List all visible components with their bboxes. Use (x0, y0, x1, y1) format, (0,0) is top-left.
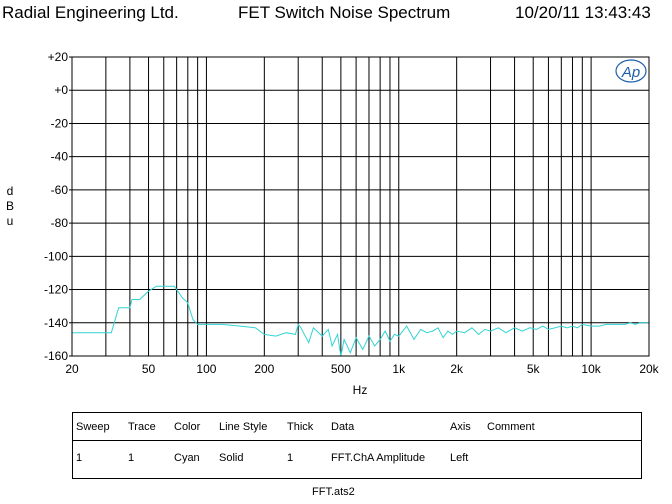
company-name: Radial Engineering Ltd. (2, 3, 179, 22)
legend-header-color: Color (174, 421, 201, 433)
legend-cell-color: Cyan (174, 452, 200, 464)
x-tick-label: 20 (65, 362, 79, 376)
legend-header-sweep: Sweep (76, 421, 110, 433)
plot-frame (71, 56, 650, 357)
legend-cell-sweep: 1 (76, 452, 83, 464)
y-tick-label: -160 (44, 349, 68, 363)
x-tick-label: 200 (254, 362, 274, 376)
legend-header-line-style: Line Style (219, 421, 268, 433)
x-axis-label: Hz (353, 383, 368, 397)
legend-cell-data: FFT.ChA Amplitude (331, 452, 426, 464)
y-tick-label: -100 (44, 249, 68, 263)
y-tick-label: +0 (54, 83, 68, 97)
y-tick-label: -120 (44, 283, 68, 297)
legend-cell-thick: 1 (287, 452, 294, 464)
legend-header-data: Data (331, 421, 355, 433)
x-tick-label: 10k (581, 362, 601, 376)
y-tick-label: -20 (51, 116, 69, 130)
series-line (72, 285, 649, 357)
legend-cell-trace: 1 (128, 452, 135, 464)
ap-logo-ring (615, 59, 647, 83)
legend-header-row: Sweep Trace Color Line Style Thick Data Axis Co… (73, 413, 641, 441)
x-tick-label: 100 (196, 362, 216, 376)
ap-logo-text: Ap (621, 64, 640, 81)
y-tick-label: +20 (48, 50, 69, 64)
x-tick-label: 20k (639, 362, 659, 376)
legend-header-thick: Thick (287, 421, 314, 433)
y-axis-label: dBu (5, 184, 14, 228)
x-tick-label: 1k (392, 362, 406, 376)
legend-header-axis: Axis (450, 421, 471, 433)
legend-header-trace: Trace (128, 421, 156, 433)
timestamp: 10/20/11 13:43:43 (515, 3, 651, 22)
grid (72, 57, 649, 356)
chart-title: FET Switch Noise Spectrum (238, 3, 451, 22)
y-tick-label: -60 (51, 183, 69, 197)
legend-cell-axis: Left (450, 452, 469, 464)
legend-header-comment: Comment (487, 421, 535, 433)
y-tick-label: -140 (44, 316, 68, 330)
x-tick-label: 500 (331, 362, 351, 376)
legend-cell-line-style: Solid (219, 452, 244, 464)
ap-logo: Ap (615, 59, 647, 83)
x-tick-label: 5k (527, 362, 541, 376)
footer-filename: FFT.ats2 (312, 486, 355, 498)
x-tick-label: 50 (142, 362, 156, 376)
legend-table: Sweep Trace Color Line Style Thick Data Axis Co… (72, 412, 642, 479)
x-tick-label: 2k (450, 362, 464, 376)
y-tick-label: -80 (51, 216, 69, 230)
y-tick-label: -40 (51, 150, 69, 164)
